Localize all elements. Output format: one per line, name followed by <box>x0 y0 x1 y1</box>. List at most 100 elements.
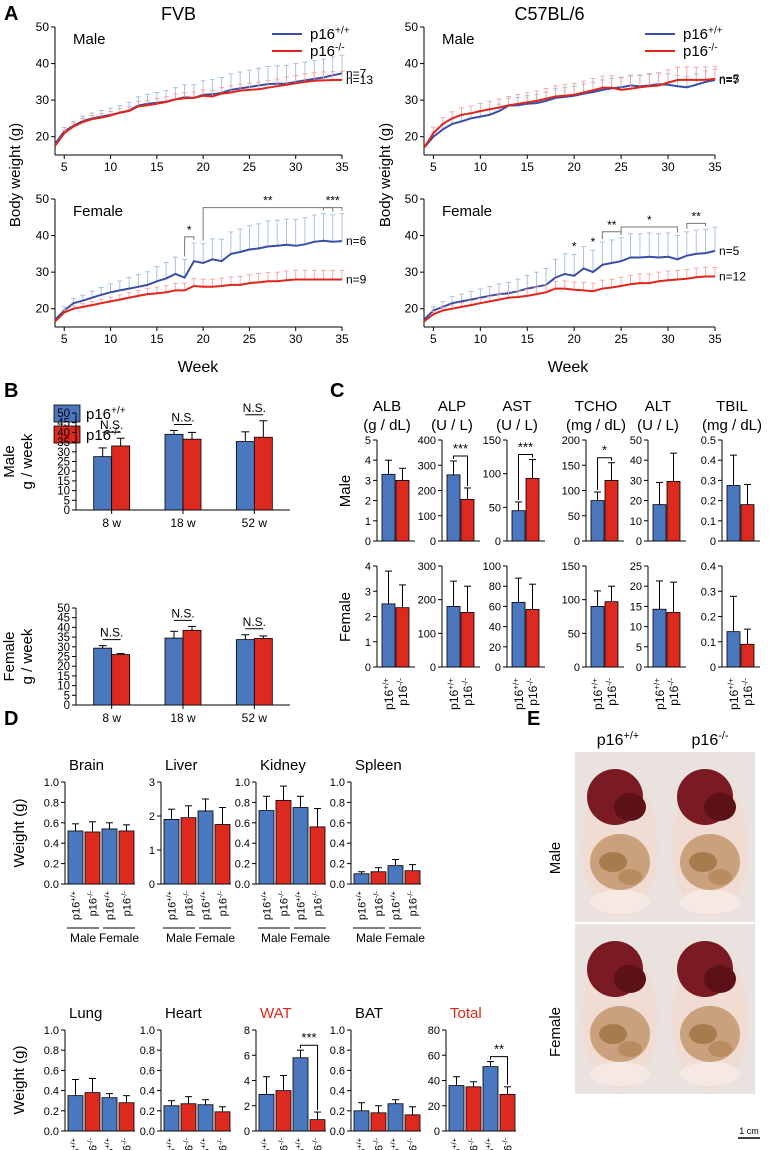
bar-ko <box>84 1092 101 1132</box>
sex-label: Female <box>442 203 492 220</box>
x-tick-label: 15 <box>150 160 164 174</box>
bar-ko <box>404 870 421 885</box>
genotype-superscript: +/+ <box>164 891 173 902</box>
significance-star: ** <box>263 194 273 208</box>
bar-ko <box>253 436 273 511</box>
bar-ko <box>666 612 681 668</box>
x-tick-label: 25 <box>243 332 257 346</box>
bar-ko <box>275 799 292 885</box>
genotype-base: p16 <box>447 689 461 709</box>
genotype-superscript: -/- <box>604 678 613 686</box>
genotype-base: p16 <box>279 1145 291 1150</box>
genotype-superscript: +/+ <box>483 1138 492 1149</box>
biochem-chart-alt: ALT(U / L)010203040500510152025p16+/+p16… <box>630 398 686 710</box>
organ-name: Liver <box>165 757 198 774</box>
intestine-loop <box>708 1041 732 1057</box>
significance-bracket <box>202 207 334 241</box>
genotype-base: p16 <box>374 898 386 916</box>
bar-ko <box>460 498 475 542</box>
y-tick-label: 0.0 <box>44 1126 59 1138</box>
y-tick-label: 50 <box>630 435 642 447</box>
x-label-wt: p16+/+ <box>354 891 368 920</box>
y-axis-title: g / week <box>19 628 36 684</box>
y-tick-label: 80 <box>489 581 501 593</box>
y-tick-label: 0.8 <box>235 797 250 809</box>
group-label: Male <box>70 931 96 945</box>
x-label-wt: p16+/+ <box>102 891 116 920</box>
y-tick-label: 100 <box>418 511 436 523</box>
x-label-wt: p16+/+ <box>590 678 605 710</box>
bar-ko <box>604 479 619 542</box>
bar-wt <box>101 1097 118 1132</box>
y-tick-label: 40 <box>36 57 50 71</box>
y-tick-label: 50 <box>568 511 580 523</box>
genotype-base: p16 <box>184 1145 196 1150</box>
y-tick-label: 0 <box>495 662 501 674</box>
genotype-base: p16 <box>727 689 741 709</box>
significance-star: * <box>591 235 596 249</box>
series-line-wt <box>54 239 343 321</box>
x-label-ko: p16-/- <box>215 1138 229 1150</box>
y-axis-title-row1: Weight (g) <box>11 799 28 868</box>
x-label-wt: p16+/+ <box>354 1138 368 1150</box>
genotype-superscript: +/+ <box>623 730 639 742</box>
x-axis-title-c57: Week <box>548 359 590 376</box>
bar-wt <box>590 500 605 542</box>
y-tick-label: 0.8 <box>330 797 345 809</box>
bar-ko <box>275 1090 292 1132</box>
series-line-ko <box>423 275 715 323</box>
genotype-superscript: +/+ <box>388 891 397 902</box>
y-tick-label: 0.4 <box>330 1086 345 1098</box>
y-tick-label: 0 <box>636 662 642 674</box>
genotype-base: p16 <box>605 685 619 705</box>
significance-label: N.S. <box>171 410 194 424</box>
organ-chart-bat: 0.00.20.40.60.81.0BATp16+/+p16-/-p16+/+p… <box>330 1005 421 1150</box>
group-label: Female <box>195 931 235 945</box>
genotype-superscript: -/- <box>119 1138 128 1146</box>
y-tick-label: 45 <box>57 613 70 625</box>
x-label-ko: p16-/- <box>276 1138 290 1150</box>
row-label-male: Male <box>337 475 354 508</box>
organ-name: BAT <box>355 1005 383 1022</box>
genotype-superscript: -/- <box>405 1138 414 1146</box>
y-tick-label: 0 <box>430 662 436 674</box>
biochem-chart-tcho: TCHO(mg / dL)050100150200*050100150p16+/… <box>562 398 626 710</box>
bar-ko <box>118 1102 135 1132</box>
genotype-base: p16 <box>461 685 475 705</box>
genotype-superscript: +/+ <box>354 891 363 902</box>
y-tick-label: 0.8 <box>140 1045 155 1057</box>
fat-tissue <box>590 890 650 914</box>
genotype-superscript: -/- <box>371 891 380 899</box>
sex-label: Male <box>1 445 18 478</box>
mouse-photo <box>575 752 665 922</box>
x-label-wt: p16+/+ <box>259 891 273 920</box>
y-tick-label: 0 <box>149 879 155 891</box>
y-tick-label: 50 <box>57 603 70 615</box>
genotype-base: p16 <box>262 1149 274 1150</box>
y-tick-label: 400 <box>418 435 436 447</box>
significance-star: * <box>187 223 192 237</box>
y-tick-label: 0 <box>64 505 70 517</box>
genotype-superscript: +/+ <box>446 678 455 690</box>
y-tick-label: 0.2 <box>44 859 59 871</box>
bar-ko <box>111 445 131 511</box>
series-line-wt <box>423 249 716 321</box>
group-label: Male <box>166 931 192 945</box>
genotype-superscript: -/- <box>460 678 469 686</box>
y-tick-label: 30 <box>405 265 419 279</box>
genotype-superscript: +/+ <box>198 891 207 902</box>
y-tick-label: 0 <box>495 536 501 548</box>
significance-star: * <box>647 213 652 227</box>
group-label: Female <box>290 931 330 945</box>
bar-ko <box>499 1093 516 1132</box>
y-tick-label: 1 <box>149 845 155 857</box>
y-tick-label: 35 <box>57 437 70 449</box>
y-tick-label: 1 <box>365 637 371 649</box>
genotype-superscript: +/+ <box>68 1138 77 1149</box>
bar-wt <box>235 441 255 511</box>
y-tick-label: 0.2 <box>330 859 345 871</box>
y-tick-label: 0.3 <box>701 586 716 598</box>
